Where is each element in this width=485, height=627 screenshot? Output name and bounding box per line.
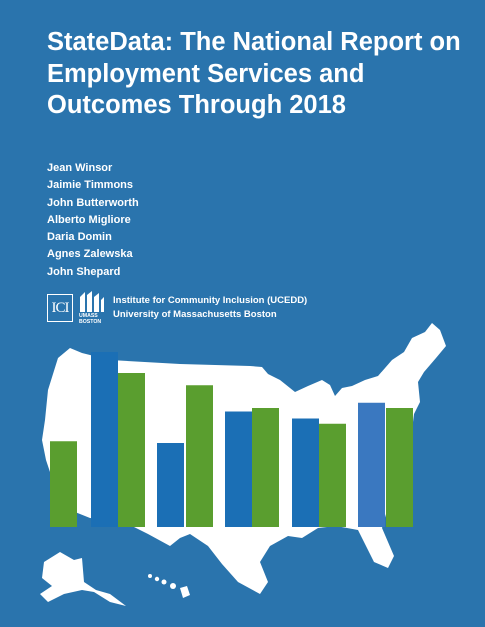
cover-bar <box>225 411 252 527</box>
cover-bar <box>319 423 346 527</box>
institution-block: ICI UMASS BOSTON Institute for Community… <box>47 291 307 325</box>
hawaii-icon <box>148 574 190 598</box>
author-name: Jaimie Timmons <box>47 179 133 192</box>
author-list: Jean Winsor Jaimie Timmons John Butterwo… <box>47 160 139 281</box>
cover-bar <box>91 352 118 527</box>
author-name: John Butterworth <box>47 196 139 209</box>
ici-logo: ICI <box>47 294 73 322</box>
cover-bar <box>252 408 279 527</box>
umass-logo-text: UMASS BOSTON <box>79 313 102 325</box>
usa-map-graphic <box>40 323 446 606</box>
cover-bar <box>292 418 319 527</box>
author-name: Daria Domin <box>47 231 112 244</box>
cover-bar <box>118 373 145 527</box>
report-title: StateData: The National Report on Employ… <box>47 28 461 119</box>
cover-bar <box>50 441 77 527</box>
alaska-icon <box>40 552 126 606</box>
bar-group <box>50 352 413 527</box>
umass-boston-logo: UMASS BOSTON <box>79 291 105 325</box>
author-name: Agnes Zalewska <box>47 248 133 261</box>
cover-bar <box>157 443 184 527</box>
author-name: John Shepard <box>47 265 121 278</box>
cover-bar <box>186 385 213 527</box>
cover-bar <box>386 408 413 527</box>
author-name: Jean Winsor <box>47 162 113 174</box>
umass-shield-icon <box>80 291 104 312</box>
cover-bar <box>358 402 385 527</box>
university-name: University of Massachusetts Boston <box>113 309 277 320</box>
institution-name: Institute for Community Inclusion (UCEDD… <box>113 295 308 306</box>
author-name: Alberto Migliore <box>47 213 131 226</box>
